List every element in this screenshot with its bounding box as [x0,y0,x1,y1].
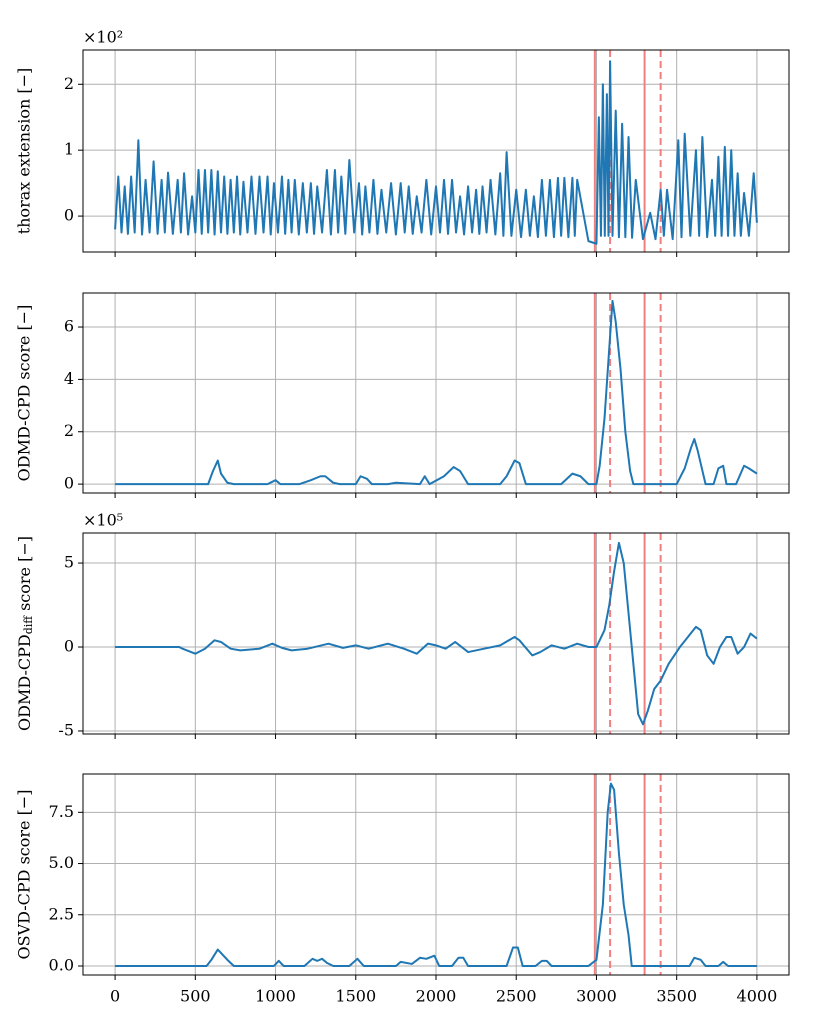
y-axis-label-part: ODMD-CPD [15,634,34,731]
y-tick-label: 0 [64,206,74,225]
y-tick-label: 4 [64,369,74,388]
y-tick-label: 2 [64,74,74,93]
y-tick-label: 0.0 [49,955,74,974]
y-tick-label: 0 [64,637,74,656]
x-tick-label: 1500 [335,987,376,1006]
subplot: 0 1 2 thorax extension [−] ×10² [15,28,790,257]
data-line [115,299,758,486]
offset-label: ×10⁵ [83,511,123,530]
axes-frame [82,773,790,976]
subplot: 0 2 4 6 ODMD-CPD score [−] [15,292,790,498]
y-axis-label: thorax extension [−] [15,68,34,235]
y-tick-label: 0 [64,474,74,493]
x-tick-label: 0 [110,987,120,1006]
y-tick-label: -5 [58,720,74,739]
y-tick-label: 1 [64,140,74,159]
offset-label: ×10² [83,28,123,47]
x-tick-label: 500 [180,987,211,1006]
data-line [115,782,757,967]
y-axis-label-part: diff [22,615,35,635]
y-axis-label: ODMD-CPDdiff score [−] [15,536,36,731]
y-axis-label-part: score [−] [15,536,34,611]
axes-frame [82,292,790,494]
y-tick-label: 6 [64,317,74,336]
y-tick-label: 5 [64,553,74,572]
y-axis-label: OSVD-CPD score [−] [15,790,34,960]
y-tick-label: 2 [64,421,74,440]
x-tick-label: 2500 [496,987,537,1006]
x-tick-label: 2000 [416,987,457,1006]
y-tick-label: 5.0 [49,853,74,872]
y-axis-label: ODMD-CPD score [−] [15,305,34,482]
subplot: -5 0 5 ODMD-CPDdiff score [−] ×10⁵ [15,511,790,739]
axes-frame [82,532,790,735]
x-tick-label: 3500 [656,987,697,1006]
x-tick-label: 4000 [737,987,778,1006]
data-line [114,60,758,245]
y-tick-label: 2.5 [49,904,74,923]
y-tick-label: 7.5 [49,802,74,821]
data-line [115,541,758,726]
axes-frame [82,49,790,253]
subplot: 0 500 1000 1500 2000 2500 3000 3500 4000 0.0 2.5 5.… [15,773,790,1006]
x-tick-label: 3000 [576,987,617,1006]
x-tick-label: 1000 [255,987,296,1006]
